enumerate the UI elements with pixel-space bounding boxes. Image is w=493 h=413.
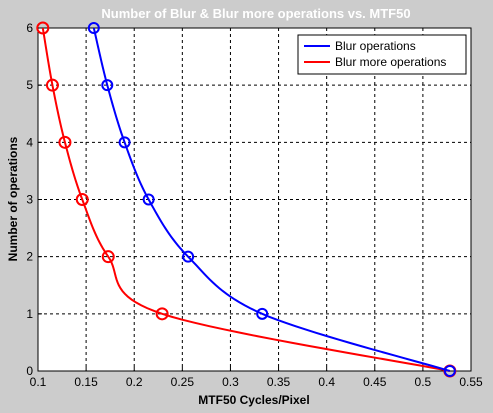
data-point — [87, 22, 100, 34]
series-layer — [36, 21, 457, 378]
data-point — [101, 79, 114, 92]
x-tick-label: 0.3 — [222, 375, 239, 389]
x-tick-label: 0.5 — [415, 375, 432, 389]
x-tick-label: 0.1 — [30, 375, 47, 389]
x-axis-label: MTF50 Cycles/Pixel — [198, 393, 309, 407]
data-point — [443, 365, 456, 377]
y-tick-label: 2 — [26, 250, 33, 264]
legend: Blur operations Blur more operations — [297, 34, 467, 75]
x-tick-label: 0.35 — [267, 375, 291, 389]
data-point — [118, 136, 131, 149]
data-point — [142, 193, 155, 206]
data-point — [182, 250, 195, 263]
data-point — [101, 250, 115, 264]
x-tick-label: 0.45 — [363, 375, 387, 389]
x-tick-label: 0.4 — [318, 375, 335, 389]
data-point — [75, 193, 89, 206]
series-line — [92, 27, 451, 372]
data-point — [45, 78, 59, 92]
legend-box — [297, 34, 467, 75]
y-axis-label: Number of operations — [6, 136, 20, 261]
axis-ticks: 0.1 0.15 0.2 0.25 0.3 0.35 0.4 0.45 0.5 0.55 0 1 2 3 4… — [26, 21, 483, 389]
series-line — [41, 27, 451, 372]
x-tick-label: 0.15 — [74, 375, 98, 389]
y-tick-label: 6 — [26, 21, 33, 35]
x-tick-label: 0.55 — [459, 375, 483, 389]
data-point — [155, 307, 169, 321]
data-point — [58, 135, 72, 149]
y-tick-label: 3 — [26, 193, 33, 207]
chart-title: Number of Blur & Blur more operations vs… — [101, 6, 410, 21]
series-blur — [87, 22, 456, 377]
x-tick-label: 0.2 — [126, 375, 143, 389]
y-tick-label: 0 — [26, 364, 33, 378]
y-tick-label: 1 — [26, 307, 33, 321]
y-tick-label: 5 — [26, 78, 33, 92]
data-point — [36, 21, 50, 35]
grid-lines — [38, 28, 471, 371]
data-point — [256, 307, 269, 320]
legend-label-blur: Blur operations — [335, 39, 416, 53]
y-tick-label: 4 — [26, 135, 33, 149]
legend-label-blur-more: Blur more operations — [335, 55, 446, 69]
series-blur-more — [36, 21, 457, 378]
x-tick-label: 0.25 — [171, 375, 195, 389]
